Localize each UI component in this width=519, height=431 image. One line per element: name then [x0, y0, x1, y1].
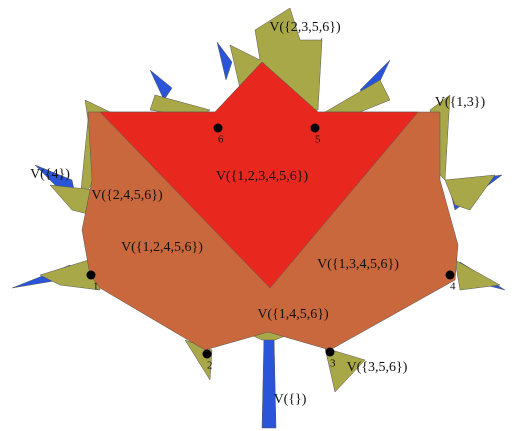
region-label: V({1,2,3,4,5,6}): [216, 169, 309, 184]
region-label: V({1,2,4,5,6}): [121, 240, 203, 255]
center-region: [99, 61, 419, 289]
point-label: 6: [218, 134, 224, 146]
region-label: V({2,4,5,6}): [91, 188, 163, 203]
region-label: V({4}): [30, 167, 70, 182]
region-label: V({2,3,5,6}): [269, 20, 341, 35]
point-label: 3: [330, 358, 336, 370]
point-label: 1: [93, 281, 99, 293]
point-label: 4: [450, 281, 456, 293]
sites: [86, 123, 455, 359]
region-label: V({3,5,6}): [347, 360, 408, 375]
region-label: V({1,3,4,5,6}): [317, 257, 399, 272]
point-label: 2: [207, 360, 213, 372]
point-label: 5: [315, 134, 321, 146]
region-label: V({1,3}): [435, 95, 486, 110]
region-label: V({1,4,5,6}): [257, 307, 329, 322]
region-label: V({}): [274, 392, 307, 407]
